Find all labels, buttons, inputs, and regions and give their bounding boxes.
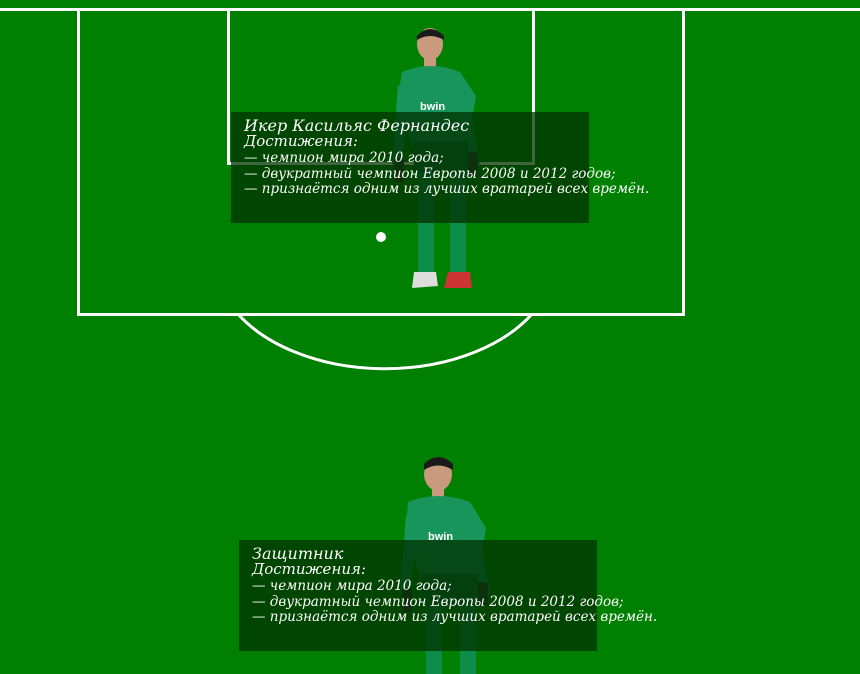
achievement-item: — двукратный чемпион Европы 2008 и 2012 …: [252, 595, 587, 611]
achievement-item: — чемпион мира 2010 года;: [252, 579, 587, 595]
achievement-item: — чемпион мира 2010 года;: [244, 151, 579, 167]
achievement-item: — признаётся одним из лучших вратарей вс…: [252, 610, 587, 626]
player-card-2: Защитник Достижения: — чемпион мира 2010…: [239, 540, 597, 651]
player-card-1: Икер Касильяс Фернандес Достижения: — че…: [231, 112, 589, 223]
penalty-arc: [230, 312, 540, 372]
achievement-item: — признаётся одним из лучших вратарей вс…: [244, 182, 579, 198]
achievements-heading: Достижения:: [244, 134, 579, 149]
achievement-item: — двукратный чемпион Европы 2008 и 2012 …: [244, 167, 579, 183]
penalty-spot: [376, 232, 386, 242]
achievements-heading: Достижения:: [252, 562, 587, 577]
